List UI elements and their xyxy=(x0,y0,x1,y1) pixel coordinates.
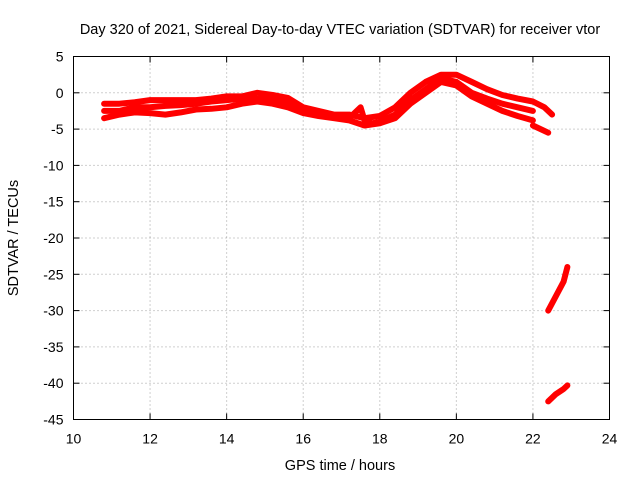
x-tick-label: 22 xyxy=(525,431,541,447)
y-tick-label: -20 xyxy=(43,230,63,246)
x-tick-label: 24 xyxy=(602,431,618,447)
x-tick-label: 20 xyxy=(449,431,465,447)
y-tick-label: -35 xyxy=(43,339,63,355)
series-segment-b xyxy=(545,264,571,314)
series-band-lower xyxy=(101,78,536,129)
series-segment-c xyxy=(545,382,571,405)
tick-layer: 10 12 14 16 18 20 22 24 5 0 -5 -10 -15 -20 -25 -30 -35 -4… xyxy=(43,49,617,447)
series-layer xyxy=(101,71,571,405)
y-tick-label: -25 xyxy=(43,266,63,282)
x-tick-label: 18 xyxy=(372,431,388,447)
y-axis-label: SDTVAR / TECUs xyxy=(6,180,22,296)
y-tick-label: 5 xyxy=(56,49,64,65)
y-tick-label: -30 xyxy=(43,303,63,319)
series-segment-a xyxy=(529,122,552,136)
y-tick-label: -15 xyxy=(43,194,63,210)
y-tick-label: -10 xyxy=(43,157,63,173)
y-tick-label: 0 xyxy=(56,85,64,101)
x-tick-label: 16 xyxy=(295,431,311,447)
y-tick-label: -40 xyxy=(43,375,63,391)
chart-title: Day 320 of 2021, Sidereal Day-to-day VTE… xyxy=(80,22,600,38)
x-tick-label: 14 xyxy=(219,431,235,447)
x-axis-label: GPS time / hours xyxy=(285,458,395,474)
x-tick-label: 10 xyxy=(66,431,82,447)
x-tick-label: 12 xyxy=(142,431,158,447)
y-tick-label: -5 xyxy=(51,121,64,137)
y-tick-label: -45 xyxy=(43,412,63,428)
